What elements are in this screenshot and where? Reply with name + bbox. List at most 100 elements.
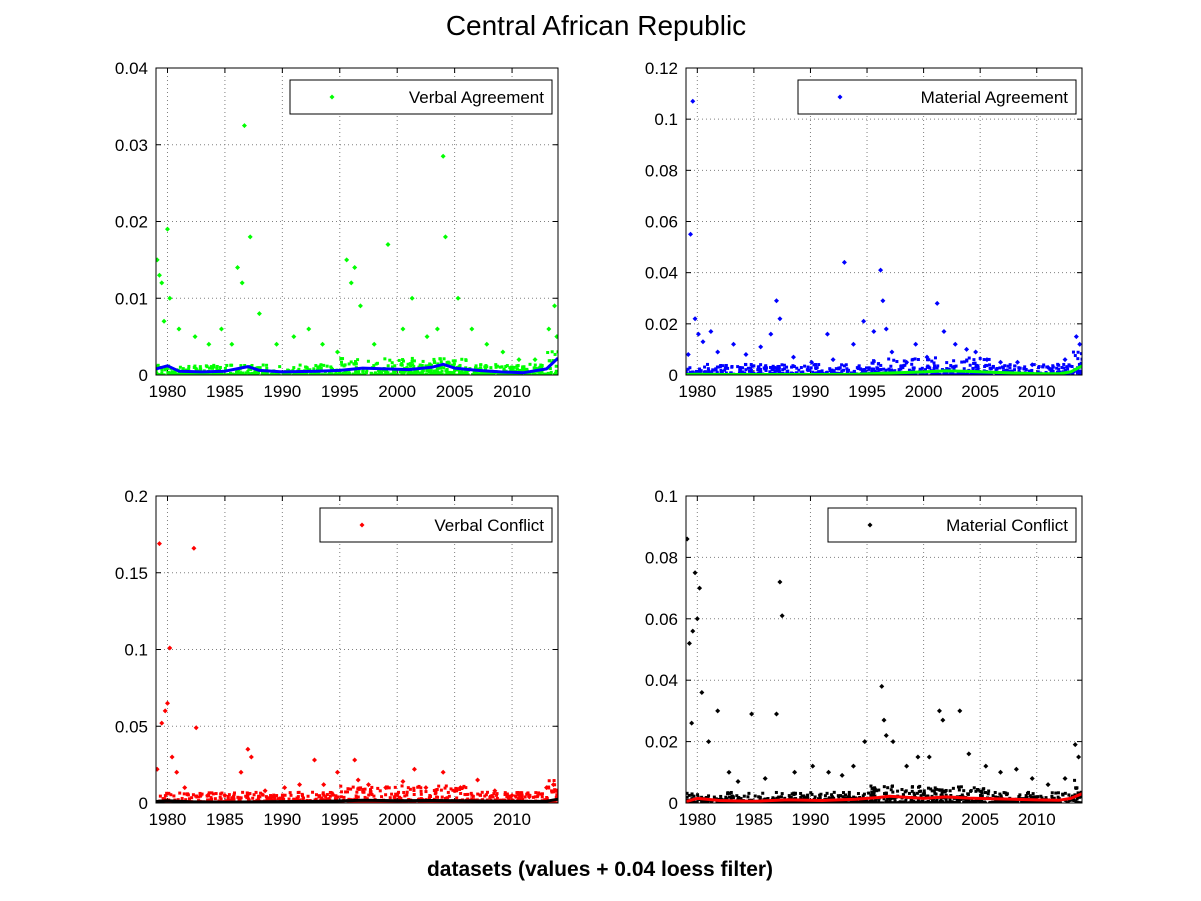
scatter-point <box>506 796 510 800</box>
scatter-point <box>779 801 783 803</box>
scatter-point <box>790 354 796 360</box>
scatter-point <box>1061 792 1065 796</box>
plot-area <box>686 496 1082 803</box>
scatter-point <box>505 364 509 368</box>
scatter-point <box>167 371 171 375</box>
scatter-point <box>322 793 326 797</box>
scatter-point <box>463 371 467 375</box>
scatter-point <box>178 365 182 369</box>
scatter-point <box>297 372 301 375</box>
scatter-point <box>935 797 939 801</box>
scatter-point <box>554 334 558 340</box>
scatter-point <box>281 795 285 799</box>
scatter-point <box>363 373 367 375</box>
scatter-point <box>443 373 447 375</box>
scatter-point <box>484 793 488 797</box>
scatter-point <box>427 368 431 372</box>
scatter-point <box>546 326 552 332</box>
scatter-point <box>377 369 381 373</box>
scatter-point <box>850 341 856 347</box>
scatter-point <box>410 356 414 360</box>
scatter-point <box>260 371 264 375</box>
scatter-point <box>187 364 191 368</box>
scatter-point <box>446 801 450 803</box>
scatter-point <box>934 792 938 796</box>
scatter-point <box>453 373 457 375</box>
scatter-point <box>947 373 951 375</box>
scatter-point <box>198 791 202 795</box>
scatter-point <box>901 794 905 798</box>
scatter-point <box>945 372 949 375</box>
scatter-point <box>687 793 691 797</box>
scatter-point <box>181 367 185 371</box>
scatter-point <box>839 794 843 798</box>
scatter-point <box>956 785 960 789</box>
scatter-point <box>182 792 186 796</box>
scatter-point <box>838 366 842 370</box>
scatter-point <box>976 367 980 371</box>
scatter-point <box>739 797 743 801</box>
scatter-point <box>941 329 947 335</box>
scatter-point <box>1055 366 1059 370</box>
scatter-point <box>1028 794 1032 798</box>
scatter-point <box>841 259 847 265</box>
scatter-point <box>721 364 725 368</box>
scatter-point <box>460 372 464 375</box>
scatter-point <box>869 784 873 788</box>
scatter-point <box>361 369 365 373</box>
scatter-point <box>354 360 358 364</box>
scatter-point <box>707 368 711 372</box>
scatter-point <box>1040 800 1044 803</box>
scatter-point <box>299 371 303 375</box>
scatter-point <box>532 366 536 370</box>
scatter-point <box>440 153 446 159</box>
scatter-point <box>254 370 258 374</box>
scatter-point <box>179 372 183 375</box>
scatter-point <box>162 708 168 714</box>
scatter-point <box>742 794 746 798</box>
scatter-point <box>764 364 768 368</box>
scatter-point <box>282 797 286 801</box>
scatter-point <box>167 373 171 375</box>
scatter-point <box>232 797 236 801</box>
scatter-point <box>398 369 402 373</box>
scatter-point <box>890 796 894 800</box>
scatter-point <box>380 795 384 799</box>
scatter-point <box>976 788 980 792</box>
scatter-point <box>788 796 792 800</box>
scatter-point <box>482 372 486 375</box>
scatter-point <box>282 785 288 791</box>
scatter-point <box>777 316 783 322</box>
scatter-point <box>844 363 848 367</box>
scatter-point <box>442 366 446 370</box>
scatter-point <box>981 800 985 803</box>
scatter-point <box>244 371 248 375</box>
scatter-point <box>362 790 366 794</box>
scatter-point <box>1045 364 1051 370</box>
scatter-point <box>329 365 333 369</box>
scatter-point <box>540 364 544 368</box>
scatter-point <box>256 366 260 370</box>
scatter-point <box>812 801 816 803</box>
scatter-point <box>924 354 930 360</box>
scatter-point <box>842 368 846 372</box>
y-tick-label: 0 <box>139 366 148 385</box>
scatter-point <box>215 367 219 371</box>
scatter-point <box>281 793 285 797</box>
scatter-point <box>480 373 484 375</box>
scatter-series <box>156 541 558 800</box>
scatter-point <box>991 800 995 803</box>
scatter-point <box>387 786 391 790</box>
scatter-point <box>857 364 861 368</box>
scatter-point <box>710 370 714 374</box>
scatter-point <box>904 373 908 375</box>
y-tick-label: 0.04 <box>115 59 148 78</box>
scatter-point <box>930 789 934 793</box>
y-tick-label: 0 <box>669 794 678 813</box>
scatter-point <box>313 372 317 375</box>
x-tick-label: 1985 <box>735 810 773 829</box>
scatter-point <box>297 790 301 794</box>
scatter-point <box>160 368 164 372</box>
scatter-point <box>409 295 415 301</box>
scatter-point <box>715 801 719 803</box>
